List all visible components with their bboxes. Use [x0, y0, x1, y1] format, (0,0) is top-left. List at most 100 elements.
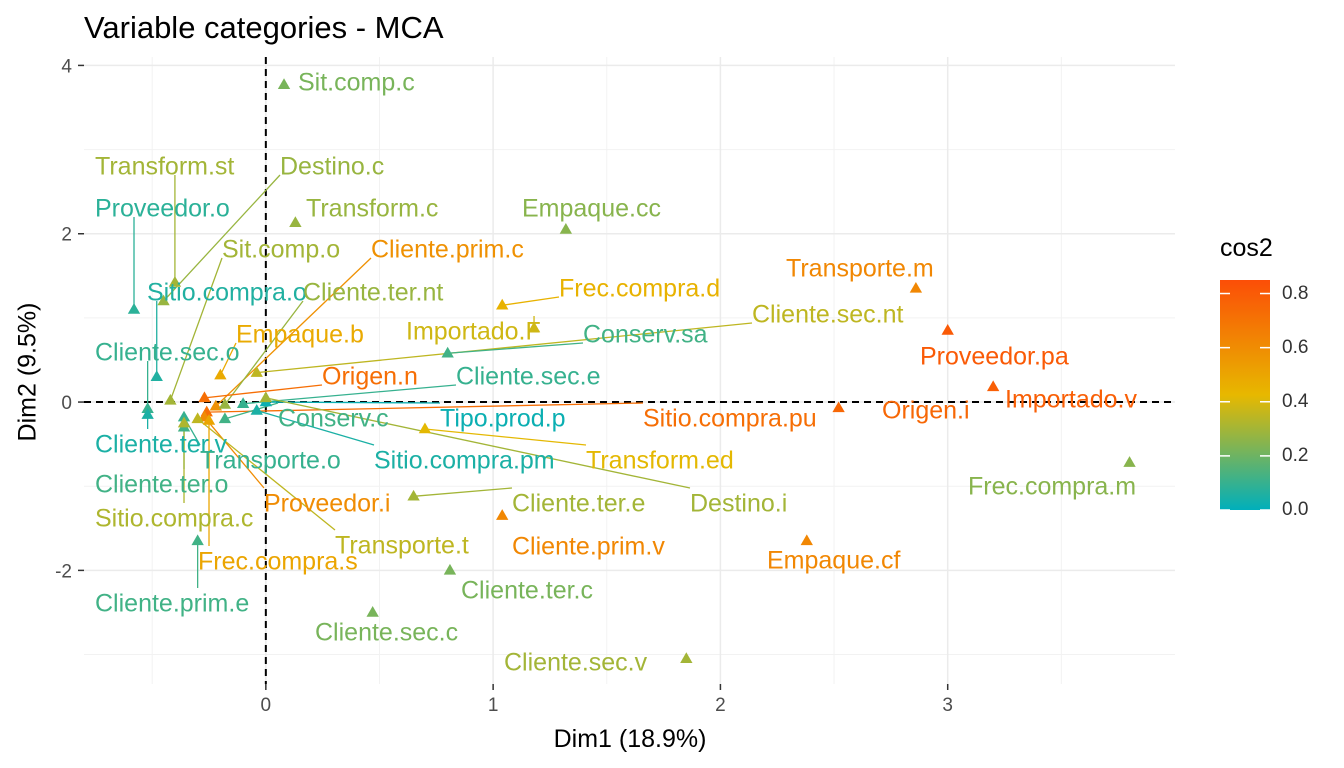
point-destino-i — [259, 391, 273, 403]
label-empaque-cc: Empaque.cc — [522, 195, 661, 223]
label-transporte-m: Transporte.m — [786, 255, 934, 283]
point-cliente-prim-c — [209, 399, 223, 411]
label-frec-compra-d: Frec.compra.d — [559, 275, 720, 303]
connector-empaque-b — [219, 342, 237, 376]
label-transform-st: Transform.st — [95, 153, 234, 181]
point-sitio-compra-c — [177, 416, 191, 428]
label-cliente-ter-c: Cliente.ter.c — [461, 577, 593, 605]
point-transform-ed — [418, 422, 432, 434]
label-importado-f: Importado.F — [406, 318, 541, 346]
label-cliente-ter-v: Cliente.ter.v — [95, 431, 228, 459]
point-importado-f — [527, 321, 541, 333]
point-destino-c — [157, 294, 170, 306]
label-tipo-prod-p: Tipo.prod.p — [440, 405, 566, 433]
label-sitio-compra-c: Sitio.compra.c — [95, 505, 253, 533]
point-sit-comp-o — [164, 393, 177, 405]
connector-proveedor-i — [203, 416, 265, 489]
y-tick-label: -2 — [55, 561, 72, 582]
point-empaque-cf — [800, 534, 813, 546]
legend-colorbar — [1220, 280, 1270, 510]
point-frec-compra-d — [496, 298, 509, 310]
point-sitio-compra-o — [150, 370, 163, 382]
connector-cliente-ter-e — [413, 487, 513, 497]
connector-cliente-ter-nt — [224, 300, 304, 405]
x-tick-label: 3 — [942, 695, 953, 716]
connector-sitio-compra-pu — [206, 402, 644, 413]
label-conserv-sa: Conserv.sa — [583, 321, 708, 349]
label-transform-c: Transform.c — [306, 195, 438, 223]
label-cliente-sec-v: Cliente.sec.v — [504, 649, 648, 677]
label-cliente-prim-e: Cliente.prim.e — [95, 590, 249, 618]
legend-tick-label: 0.6 — [1282, 336, 1309, 358]
point-conserv-sa — [441, 346, 454, 358]
connector-destino-i — [265, 397, 691, 489]
label-cliente-ter-e: Cliente.ter.e — [512, 490, 645, 518]
connector-transporte-t — [197, 418, 336, 531]
point-frec-compra-m — [1123, 456, 1136, 467]
legend-tick-label: 0.8 — [1282, 282, 1309, 304]
label-sitio-compra-pu: Sitio.compra.pu — [643, 405, 817, 433]
point-origen-i — [832, 401, 845, 413]
connector-tipo-prod-p — [265, 401, 441, 404]
connector-frec-compra-d — [502, 296, 560, 306]
point-cliente-prim-e — [191, 534, 204, 546]
label-sit-comp-o: Sit.comp.o — [222, 236, 340, 264]
point-origen-n — [198, 391, 211, 403]
connector-sit-comp-o — [169, 257, 223, 401]
label-cliente-ter-o: Cliente.ter.o — [95, 471, 228, 499]
point-cliente-sec-c — [366, 605, 379, 617]
label-connectors — [133, 174, 753, 588]
label-frec-compra-m: Frec.compra.m — [968, 473, 1136, 501]
connector-cliente-sec-nt — [256, 322, 753, 374]
label-cliente-sec-nt: Cliente.sec.nt — [752, 301, 904, 329]
label-proveedor-pa: Proveedor.pa — [920, 343, 1069, 371]
label-empaque-b: Empaque.b — [236, 321, 364, 349]
legend-title: cos2 — [1220, 234, 1273, 262]
label-sit-comp-c: Sit.comp.c — [298, 69, 415, 97]
label-conserv-c: Conserv.c — [278, 405, 389, 433]
point-cliente-prim-v — [496, 509, 509, 520]
connector-transform-ed — [424, 428, 587, 446]
label-transporte-t: Transporte.t — [335, 532, 469, 560]
point-cliente-sec-v — [680, 652, 693, 663]
label-transporte-o: Transporte.o — [200, 447, 341, 475]
label-cliente-sec-e: Cliente.sec.e — [456, 363, 601, 391]
point-cliente-ter-e — [407, 489, 420, 501]
x-tick-label: 0 — [261, 695, 272, 716]
point-cliente-ter-v — [141, 408, 154, 419]
chart-title: Variable categories - MCA — [84, 10, 444, 45]
point-transporte-m — [909, 281, 923, 293]
point-empaque-b — [214, 368, 227, 380]
label-cliente-ter-nt: Cliente.ter.nt — [303, 279, 443, 307]
label-sitio-compra-pm: Sitio.compra.pm — [374, 447, 555, 475]
point-proveedor-o — [127, 302, 141, 314]
y-tick-label: 0 — [61, 393, 72, 414]
label-destino-i: Destino.i — [690, 490, 787, 518]
label-proveedor-o: Proveedor.o — [95, 195, 230, 223]
label-cliente-sec-c: Cliente.sec.c — [315, 619, 458, 647]
label-cliente-sec-o: Cliente.sec.o — [95, 339, 240, 367]
legend-tick-label: 0.4 — [1282, 390, 1309, 412]
legend-tick-marks — [1220, 292, 1270, 511]
label-empaque-cf: Empaque.cf — [767, 547, 900, 575]
connector-conserv-sa — [447, 342, 584, 354]
label-importado-v: Importado.v — [1005, 386, 1138, 414]
connector-sitio-compra-pm — [256, 409, 375, 446]
point-transform-st — [168, 276, 182, 287]
label-frec-compra-s: Frec.compra.s — [198, 548, 358, 576]
point-cliente-sec-o — [141, 402, 154, 414]
label-origen-i: Origen.i — [882, 397, 970, 425]
point-cliente-ter-c — [443, 563, 457, 575]
point-cliente-sec-e — [236, 397, 250, 408]
point-conserv-c — [218, 412, 232, 424]
legend-tick-label: 0.0 — [1282, 499, 1309, 520]
point-transporte-o — [177, 410, 191, 422]
data-points — [127, 78, 1136, 663]
label-origen-n: Origen.n — [322, 363, 418, 391]
y-axis-label: Dim2 (9.5%) — [13, 302, 42, 442]
point-labels: Sit.comp.c Transform.st Destino.c Transform… — [95, 69, 1138, 677]
legend-tick-label: 0.2 — [1282, 444, 1309, 466]
x-tick-label: 2 — [715, 695, 726, 716]
label-sitio-compra-o: Sitio.compra.o — [147, 279, 307, 307]
